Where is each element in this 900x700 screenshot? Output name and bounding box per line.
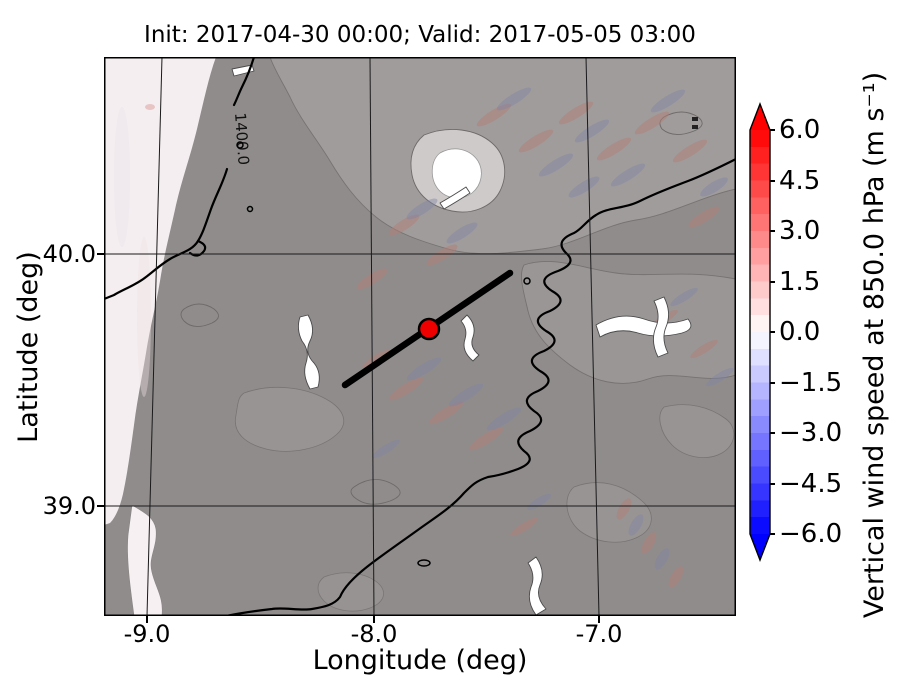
figure-title: Init: 2017-04-30 00:00; Valid: 2017-05-0… <box>144 22 696 48</box>
river-valley-pale <box>127 504 163 616</box>
terrain-patch <box>566 482 652 543</box>
y-tick-mark <box>97 253 104 255</box>
graticule <box>104 57 736 616</box>
colorbar-tick-mark <box>770 129 775 131</box>
x-tick-mark <box>146 616 148 623</box>
colorbar-tick-label: 6.0 <box>779 115 821 145</box>
terrain-contour <box>180 303 219 327</box>
terrain-patch <box>234 386 345 452</box>
colorbar-outline <box>749 102 771 562</box>
river-whites <box>231 64 692 616</box>
y-tick-label: 40.0 <box>42 240 96 268</box>
plot-frame <box>104 57 736 616</box>
colorbar-arrow-up <box>750 104 770 130</box>
x-tick-label: -8.0 <box>350 620 398 648</box>
x-tick-mark <box>598 616 600 623</box>
x-tick-label: -9.0 <box>123 620 171 648</box>
colorbar-tick-label: 4.5 <box>779 165 821 196</box>
colorbar-arrow-down <box>750 534 770 560</box>
terrain-contour <box>659 111 703 135</box>
colorbar-tick-mark <box>770 179 775 182</box>
y-tick-label: 39.0 <box>42 492 96 520</box>
map-panel: 1400.0 <box>104 57 736 616</box>
wave-streaks-blue <box>372 87 734 570</box>
colorbar-tick-label: 0.0 <box>779 317 821 347</box>
terrain-patch <box>659 404 735 458</box>
colorbar-label: Vertical wind speed at 850.0 hPa (m s⁻¹) <box>859 71 890 619</box>
ocean-red-speck <box>145 104 155 110</box>
map-plot: 1400.0 <box>104 57 736 616</box>
colorbar-tick-mark <box>770 230 775 232</box>
y-tick-mark <box>97 505 104 507</box>
small-closed-contours <box>236 117 698 567</box>
x-axis-label: Longitude (deg) <box>312 645 528 676</box>
colorbar-tick-mark <box>770 381 775 384</box>
colorbar-tick-mark <box>770 482 775 485</box>
mountain-peak-white <box>431 148 482 199</box>
colorbar-tick-mark <box>770 280 775 283</box>
geopotential-contour-coast <box>104 57 256 301</box>
colorbar-tick-label: −3.0 <box>779 418 843 448</box>
colorbar-tick-mark <box>770 432 775 434</box>
colorbar-tick-label: −6.0 <box>779 519 843 549</box>
x-tick-label: -7.0 <box>575 620 623 648</box>
ocean <box>104 57 216 525</box>
colorbar-tick-mark <box>770 533 775 535</box>
x-tick-mark <box>373 616 375 623</box>
colorbar-tick-label: −4.5 <box>779 468 843 499</box>
colorbar-gradient <box>750 130 770 534</box>
y-axis-label: Latitude (deg) <box>13 251 44 443</box>
cross-section-marker <box>417 317 441 341</box>
colorbar-tick-label: −1.5 <box>779 367 843 398</box>
ocean-streak <box>137 237 151 397</box>
terrain-contour <box>350 479 401 505</box>
colorbar-tick-label: 3.0 <box>779 216 821 246</box>
colorbar-tick-mark <box>770 331 775 333</box>
contour-value-label: 1400.0 <box>231 112 253 166</box>
geopotential-contour-east <box>224 157 736 616</box>
ocean-streak <box>114 107 130 247</box>
colorbar-tick-label: 1.5 <box>779 266 821 297</box>
